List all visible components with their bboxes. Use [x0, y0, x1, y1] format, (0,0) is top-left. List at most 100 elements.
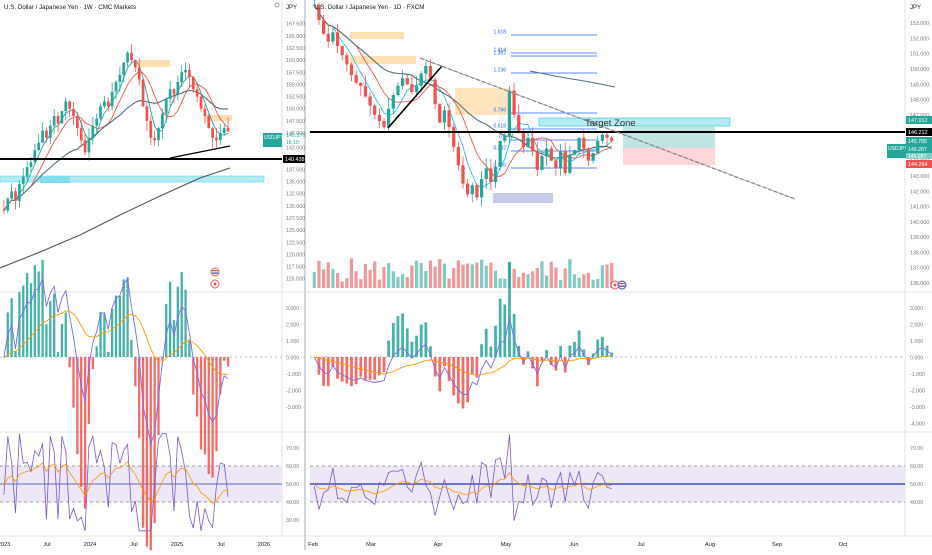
left-candle: [222, 128, 226, 133]
left-macd-tick: 0.000: [286, 356, 299, 362]
left-time-axis[interactable]: 2023 Jul 2024 Jul 2025 Jul 2026: [0, 542, 270, 548]
right-volume-bar: [484, 265, 488, 288]
right-price-tick: 136.000: [910, 281, 929, 287]
right-volume-bar: [373, 261, 377, 288]
right-macd-histogram-bar: [577, 330, 581, 357]
left-rsi-tick: 30.00: [286, 518, 299, 524]
left-candle: [25, 167, 29, 177]
left-macd-tick: -3.000: [286, 405, 301, 411]
right-candle: [475, 185, 479, 198]
right-macd-histogram-bar: [331, 357, 335, 367]
right-time-tick: Feb: [308, 542, 318, 548]
right-macd-histogram-bar: [573, 341, 576, 357]
right-volume-bars: [312, 258, 614, 288]
right-macd-histogram-bar: [387, 340, 391, 357]
right-volume-bar: [345, 278, 349, 288]
event-marker-icon[interactable]: [210, 279, 220, 289]
left-settings-icon[interactable]: [274, 2, 280, 8]
right-candle: [405, 78, 409, 85]
left-support-tag: 140.438: [283, 155, 305, 163]
right-macd-histogram-bar: [568, 345, 572, 357]
right-volume-bar: [531, 271, 535, 288]
right-candle: [554, 160, 558, 169]
right-candle: [466, 183, 470, 195]
sl-tag: 144.264: [908, 162, 928, 168]
left-demand-zone[interactable]: [0, 175, 265, 183]
left-candle: [95, 118, 99, 126]
left-currency-label: JPY: [286, 5, 297, 11]
right-macd-histogram-bar: [322, 357, 326, 386]
right-volume-bar: [312, 272, 316, 288]
left-price-tick: 135.000: [286, 180, 305, 186]
left-price-tick: 137.500: [286, 167, 305, 173]
stop-loss-zone[interactable]: [623, 148, 715, 165]
right-candle: [447, 110, 451, 128]
take-profit-zone[interactable]: [623, 126, 715, 148]
left-macd-tick: 1.000: [286, 339, 299, 345]
right-volume-bar: [326, 262, 330, 288]
left-supply-zone-2[interactable]: [205, 115, 232, 121]
left-macd-histogram-bar: [56, 352, 60, 357]
left-macd-histogram-bar: [199, 357, 203, 450]
left-candle: [215, 137, 218, 141]
left-candle: [164, 99, 168, 114]
left-supply-zone[interactable]: [137, 60, 170, 67]
left-macd-histogram-bar: [80, 357, 83, 487]
left-candle: [188, 69, 191, 78]
left-candle: [106, 101, 110, 107]
left-price-tag: USDJPY 145.270 16:10:: [263, 133, 306, 147]
right-price-tick: 141.000: [910, 205, 929, 211]
right-volume-bar: [387, 263, 391, 288]
right-volume-bar: [354, 271, 358, 288]
left-macd-histogram-bar: [2, 357, 6, 358]
left-ma-slow: [3, 89, 229, 211]
right-macd-histogram-bar: [419, 324, 423, 357]
right-candle: [312, 4, 316, 6]
right-candle: [586, 148, 591, 161]
left-macd-histogram-bar: [110, 308, 114, 357]
right-price-tick: 152.000: [910, 36, 929, 42]
right-time-axis[interactable]: Feb Mar Apr May Jun Jul Aug Sep Oct: [308, 542, 848, 548]
left-macd-histogram-bar: [41, 259, 44, 357]
right-macd-histogram-bar: [461, 357, 465, 409]
right-candle: [456, 146, 460, 166]
right-demand-zone[interactable]: [493, 193, 553, 203]
right-us-flag-icon[interactable]: [617, 280, 627, 290]
right-macd-histogram-bar: [429, 346, 432, 357]
left-macd-tick: 3.000: [286, 306, 299, 312]
left-chart-title: U.S. Dollar / Japanese Yen · 1W · CMC Ma…: [4, 4, 136, 11]
left-rsi-scale: 70.00 60.00 50.00 40.00 30.00: [286, 446, 299, 524]
right-price-tick: 151.000: [910, 52, 929, 58]
right-candle: [326, 33, 330, 42]
fib-level-label: 0.786: [493, 108, 506, 114]
left-ma-mid: [3, 70, 229, 211]
right-macd-histogram-bar: [456, 357, 460, 404]
left-demand-zone-accent: [40, 176, 70, 183]
right-macd-histogram-bar: [494, 325, 497, 357]
left-macd-histogram-bar: [91, 357, 94, 370]
left-trendline[interactable]: [169, 145, 231, 159]
right-rsi-line: [313, 434, 612, 521]
left-macd-histogram-bar: [33, 265, 37, 357]
left-price-tick: 160.000: [286, 58, 305, 64]
left-candle: [2, 209, 6, 211]
right-macd-histogram-bar: [336, 357, 339, 379]
left-price-scale[interactable]: 167.500 165.000 162.500 160.000 157.500 155.0…: [286, 22, 305, 283]
right-uptrend-line[interactable]: [387, 65, 443, 129]
right-candle: [331, 32, 335, 42]
right-supply-zone-2[interactable]: [350, 56, 416, 64]
right-supply-zone-3[interactable]: [455, 88, 510, 115]
fib-level-label: 1.414: [493, 48, 506, 54]
right-macd-histogram-bar: [554, 357, 558, 371]
right-supply-zone-1[interactable]: [350, 32, 404, 39]
left-candle: [68, 101, 71, 109]
left-candle: [99, 106, 102, 119]
us-flag-icon[interactable]: [210, 267, 220, 277]
right-volume-bar: [433, 266, 437, 288]
left-candle: [184, 69, 187, 73]
left-price-tick: 115.000: [286, 277, 305, 283]
right-macd-histogram-bar: [535, 357, 539, 387]
left-candle: [149, 120, 153, 138]
right-candle: [345, 55, 349, 65]
